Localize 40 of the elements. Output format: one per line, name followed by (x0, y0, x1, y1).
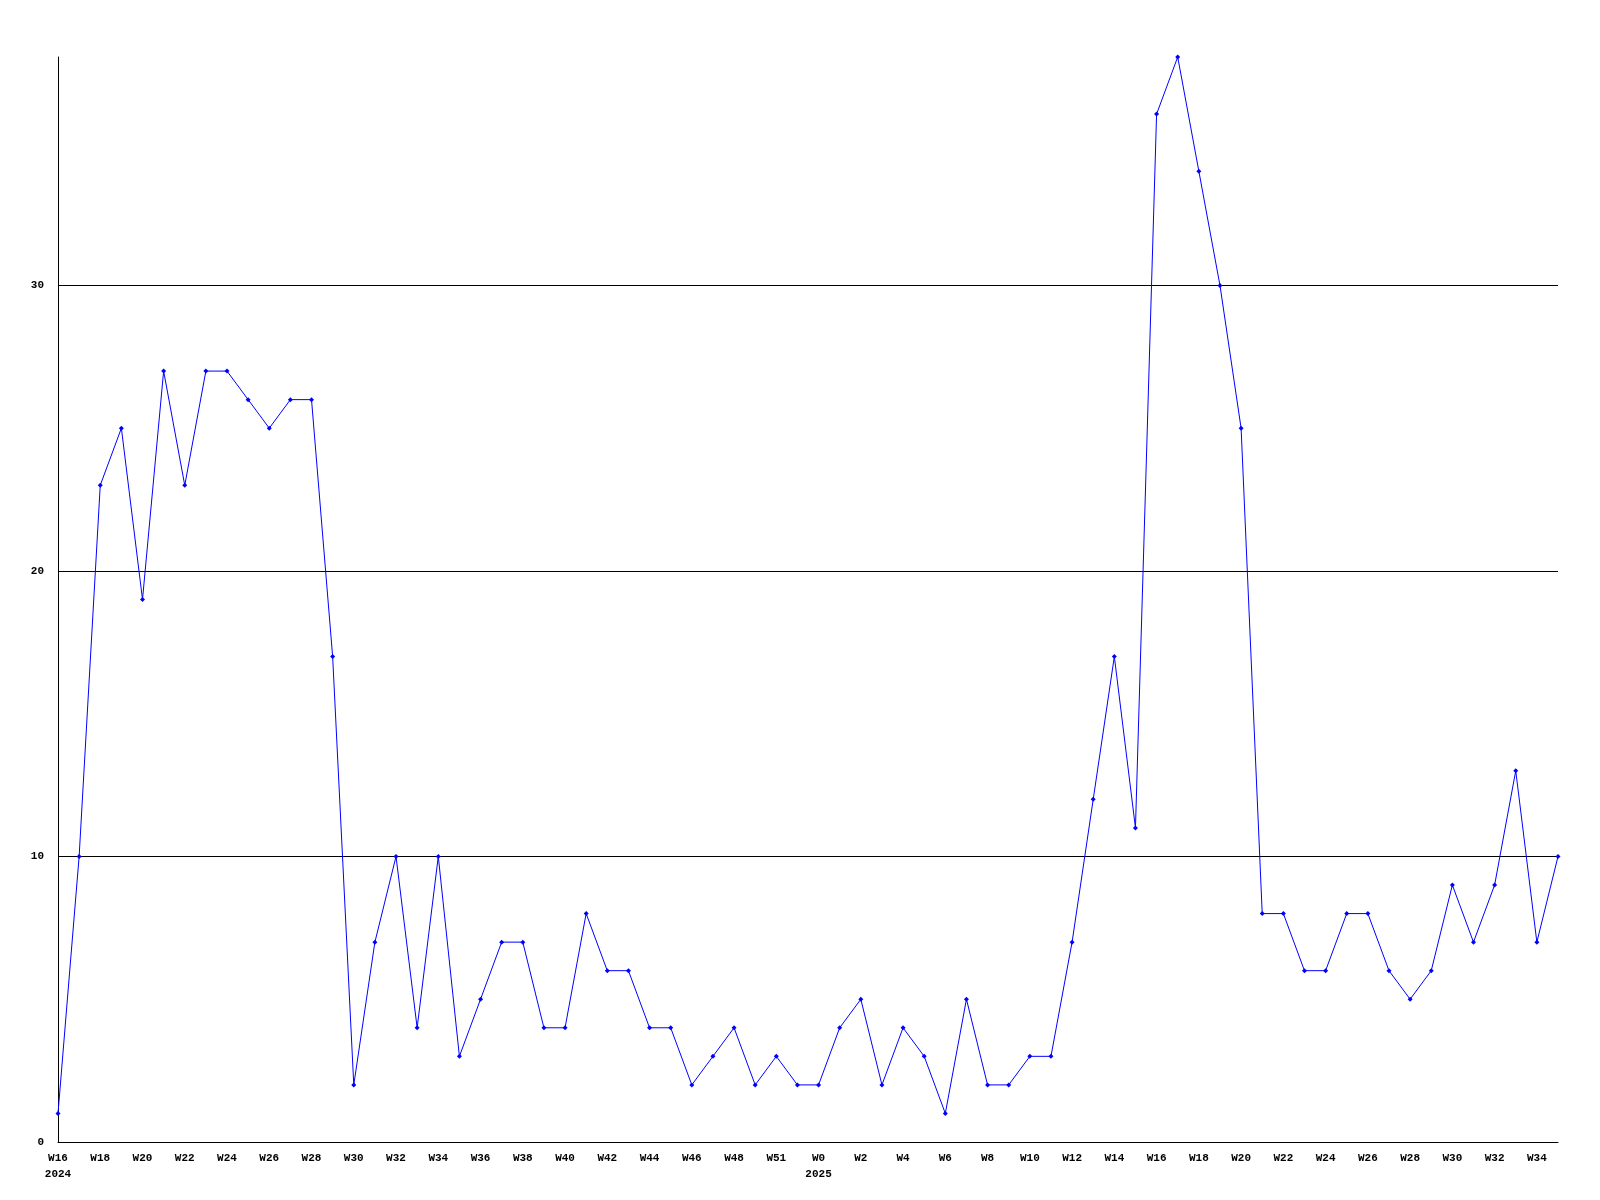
x-tick-label: W20 (132, 1152, 153, 1164)
x-tick-label: W6 (938, 1152, 952, 1164)
x-tick-label: W24 (1315, 1152, 1336, 1164)
x-tick-label: W14 (1104, 1152, 1125, 1164)
x-tick-label: W22 (174, 1152, 195, 1164)
y-tick-label: 10 (30, 850, 44, 863)
x-tick-label: W30 (343, 1152, 364, 1164)
y-tick-label: 0 (37, 1136, 44, 1148)
x-tick-label: W32 (1484, 1152, 1505, 1164)
x-tick-label: W4 (896, 1152, 911, 1164)
x-tick-label: W18 (1188, 1152, 1210, 1164)
x-tick-label: W12 (1062, 1152, 1082, 1164)
x-tick-label: W36 (470, 1152, 491, 1164)
x-tick-label: W18 (90, 1152, 111, 1164)
x-tick-label: W28 (301, 1152, 322, 1164)
x-tick-label: W16 (1146, 1152, 1167, 1164)
x-tick-label: W51 (766, 1152, 787, 1164)
x-tick-label: W44 (639, 1152, 660, 1164)
x-tick-label: W0 2025 (805, 1152, 833, 1180)
x-tick-label: W26 (1357, 1152, 1378, 1164)
y-tick-label: 30 (30, 279, 44, 292)
x-tick-label: W16 2024 (44, 1152, 72, 1180)
x-tick-label: W40 (555, 1152, 575, 1164)
x-tick-label: W20 (1231, 1152, 1251, 1164)
x-tick-label: W26 (259, 1152, 280, 1164)
x-tick-label: W2 (854, 1152, 868, 1164)
x-tick-label: W32 (386, 1152, 406, 1164)
y-tick-label: 20 (30, 564, 44, 577)
x-tick-label: W8 (980, 1152, 995, 1164)
x-tick-label: W24 (217, 1152, 238, 1164)
x-tick-label: W28 (1400, 1152, 1421, 1164)
x-tick-label: W46 (681, 1152, 702, 1164)
x-tick-label: W10 (1019, 1152, 1040, 1164)
x-tick-label: W48 (724, 1152, 745, 1164)
x-tick-label: W42 (597, 1152, 618, 1164)
x-tick-label: W30 (1442, 1152, 1463, 1164)
x-tick-label: W34 (428, 1152, 449, 1164)
x-tick-label: W38 (512, 1152, 534, 1164)
x-tick-label: W34 (1526, 1152, 1548, 1164)
x-tick-label: W22 (1273, 1152, 1294, 1164)
